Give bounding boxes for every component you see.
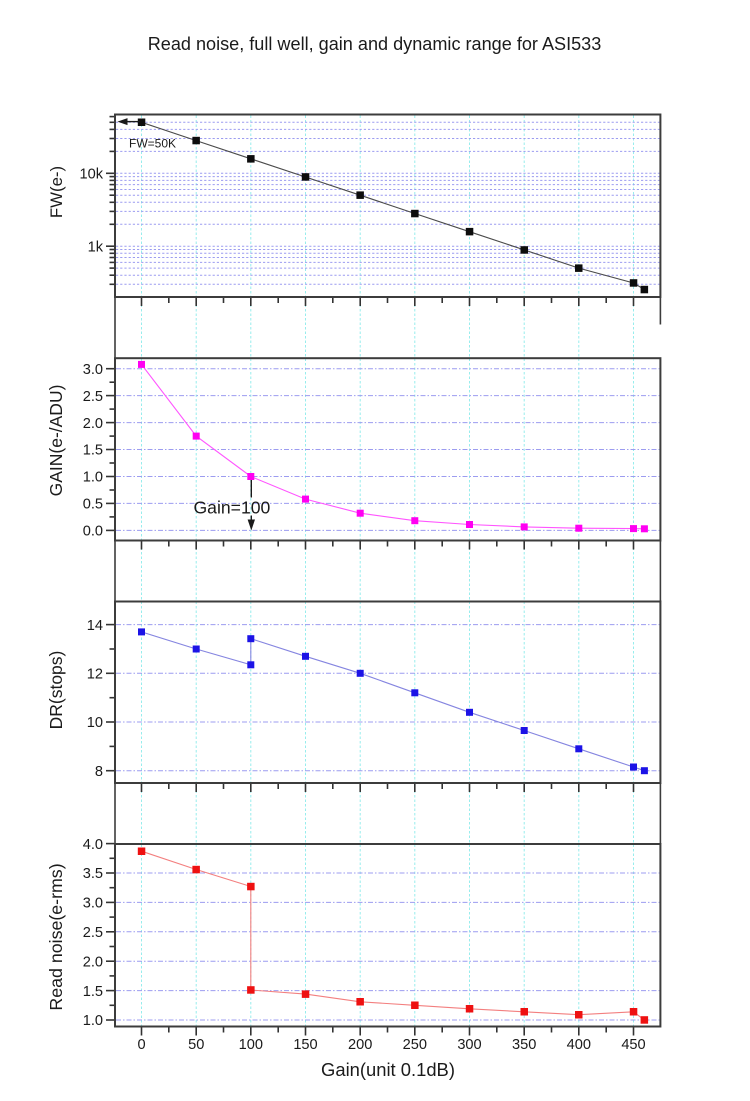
svg-text:1.5: 1.5 bbox=[83, 443, 103, 459]
svg-text:FW(e-): FW(e-) bbox=[47, 166, 66, 218]
svg-text:8: 8 bbox=[95, 764, 103, 780]
svg-text:4.0: 4.0 bbox=[83, 837, 103, 853]
svg-text:3.0: 3.0 bbox=[83, 896, 103, 912]
svg-text:DR(stops): DR(stops) bbox=[46, 651, 66, 730]
svg-text:450: 450 bbox=[621, 1037, 645, 1053]
svg-text:Read noise, full well, gain an: Read noise, full well, gain and dynamic … bbox=[148, 34, 602, 54]
svg-text:3.0: 3.0 bbox=[83, 362, 103, 378]
svg-text:50: 50 bbox=[188, 1037, 204, 1053]
svg-text:12: 12 bbox=[87, 667, 103, 683]
svg-text:350: 350 bbox=[512, 1037, 536, 1053]
svg-text:1.0: 1.0 bbox=[83, 470, 103, 486]
svg-text:10: 10 bbox=[87, 715, 103, 731]
svg-text:1k: 1k bbox=[88, 239, 104, 255]
svg-text:100: 100 bbox=[239, 1037, 263, 1053]
svg-text:1.5: 1.5 bbox=[83, 984, 103, 1000]
svg-text:Gain(unit 0.1dB): Gain(unit 0.1dB) bbox=[321, 1059, 455, 1080]
svg-text:0: 0 bbox=[137, 1037, 145, 1053]
svg-text:2.0: 2.0 bbox=[83, 416, 103, 432]
svg-text:14: 14 bbox=[87, 618, 103, 634]
svg-text:150: 150 bbox=[293, 1037, 317, 1053]
svg-text:2.5: 2.5 bbox=[83, 389, 103, 405]
svg-text:200: 200 bbox=[348, 1037, 372, 1053]
svg-text:2.5: 2.5 bbox=[83, 925, 103, 941]
svg-text:300: 300 bbox=[457, 1037, 481, 1053]
svg-text:10k: 10k bbox=[79, 167, 103, 183]
svg-text:400: 400 bbox=[567, 1037, 591, 1053]
svg-text:0.5: 0.5 bbox=[83, 497, 103, 513]
svg-text:Read noise(e-rms): Read noise(e-rms) bbox=[46, 863, 66, 1010]
svg-text:GAIN(e-/ADU): GAIN(e-/ADU) bbox=[46, 385, 66, 497]
svg-text:0.0: 0.0 bbox=[83, 524, 103, 540]
svg-text:250: 250 bbox=[403, 1037, 427, 1053]
svg-text:3.5: 3.5 bbox=[83, 866, 103, 882]
svg-text:FW=50K: FW=50K bbox=[129, 137, 176, 151]
svg-text:Gain=100: Gain=100 bbox=[194, 498, 271, 518]
svg-text:1.0: 1.0 bbox=[83, 1013, 103, 1029]
svg-text:2.0: 2.0 bbox=[83, 954, 103, 970]
